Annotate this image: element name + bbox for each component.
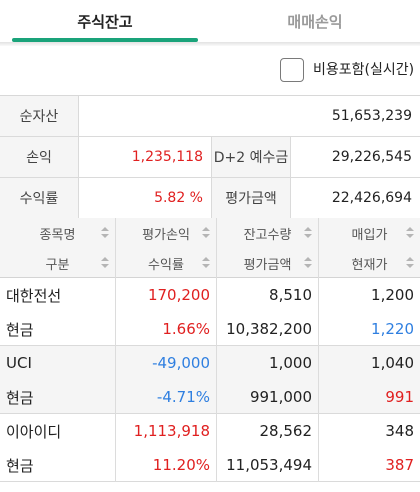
- header-return-rate-label: 수익률: [148, 257, 184, 273]
- header-eval-pnl[interactable]: 평가손익: [116, 218, 216, 248]
- return-label: 수익률: [0, 178, 78, 218]
- summary-row-pnl: 손익 1,235,118 D+2 예수금 29,226,545: [0, 137, 420, 178]
- sort-icon: [406, 257, 414, 269]
- account-summary: 순자산 51,653,239 손익 1,235,118 D+2 예수금 29,2…: [0, 96, 420, 219]
- header-quantity-label: 잔고수량: [243, 227, 292, 243]
- sort-icon: [304, 227, 312, 239]
- header-stock-name[interactable]: 종목명: [0, 218, 115, 248]
- stock-name: UCI: [6, 354, 32, 372]
- eval-pnl: 170,200: [147, 286, 210, 304]
- eval-amount: 11,053,494: [226, 456, 312, 474]
- include-cost-checkbox[interactable]: [280, 58, 304, 82]
- active-tab-indicator: [12, 38, 198, 42]
- header-buy-price-label: 매입가: [351, 227, 388, 243]
- pnl-label: 손익: [0, 137, 78, 177]
- deposit-value: 29,226,545: [331, 149, 412, 165]
- summary-row-net-assets: 순자산 51,653,239: [0, 96, 420, 137]
- net-assets-value: 51,653,239: [331, 108, 412, 124]
- header-eval-pnl-label: 평가손익: [142, 227, 190, 243]
- return-value: 5.82 %: [154, 190, 203, 206]
- net-assets-label: 순자산: [0, 96, 78, 136]
- account-type: 현금: [6, 388, 34, 407]
- header-eval-amount-label: 평가금액: [243, 257, 292, 273]
- include-cost-label[interactable]: 비용포함(실시간): [313, 62, 415, 78]
- quantity: 1,000: [269, 354, 312, 372]
- eval-amount-label: 평가금액: [212, 178, 290, 218]
- account-type: 현금: [6, 320, 34, 339]
- eval-pnl: 1,113,918: [133, 422, 210, 440]
- buy-price: 1,200: [371, 286, 414, 304]
- sort-icon: [406, 227, 414, 239]
- tab-bar: 주식잔고 매매손익: [0, 0, 420, 42]
- tab-divider: [0, 42, 420, 46]
- header-stock-name-label: 종목명: [39, 227, 76, 243]
- stock-name: 이아이디: [6, 422, 62, 441]
- holdings-list: 대한전선 170,200 8,510 1,200 현금 1.66% 10,382…: [0, 278, 420, 482]
- pnl-value: 1,235,118: [131, 149, 203, 165]
- buy-price: 348: [385, 422, 414, 440]
- eval-amount: 10,382,200: [226, 320, 312, 338]
- summary-row-return: 수익률 5.82 % 평가금액 22,426,694: [0, 178, 420, 219]
- current-price: 991: [385, 388, 414, 406]
- holding-row[interactable]: 대한전선 170,200 8,510 1,200 현금 1.66% 10,382…: [0, 278, 420, 346]
- current-price: 387: [385, 456, 414, 474]
- header-type[interactable]: 구분: [0, 248, 115, 278]
- header-quantity[interactable]: 잔고수량: [217, 218, 318, 248]
- tab-stock-balance[interactable]: 주식잔고: [77, 12, 133, 31]
- holding-row[interactable]: UCI -49,000 1,000 1,040 현금 -4.71% 991,00…: [0, 346, 420, 414]
- tab-trade-pnl[interactable]: 매매손익: [287, 12, 343, 31]
- deposit-label: D+2 예수금: [212, 137, 290, 177]
- header-return-rate[interactable]: 수익률: [116, 248, 216, 278]
- return-rate: -4.71%: [156, 388, 210, 406]
- header-current-price[interactable]: 현재가: [319, 248, 420, 278]
- header-current-price-label: 현재가: [351, 257, 388, 273]
- sort-icon: [101, 227, 109, 239]
- eval-amount: 991,000: [249, 388, 312, 406]
- holdings-grid-header: 종목명 평가손익 잔고수량 매입가 구분 수익률 평가금액 현재가: [0, 218, 420, 278]
- cost-toggle-row: 비용포함(실시간): [0, 46, 420, 96]
- account-type: 현금: [6, 456, 34, 475]
- header-eval-amount[interactable]: 평가금액: [217, 248, 318, 278]
- quantity: 28,562: [259, 422, 313, 440]
- eval-pnl: -49,000: [152, 354, 210, 372]
- return-rate: 11.20%: [152, 456, 210, 474]
- return-rate: 1.66%: [162, 320, 210, 338]
- sort-icon: [304, 257, 312, 269]
- sort-icon: [202, 257, 210, 269]
- buy-price: 1,040: [371, 354, 414, 372]
- sort-icon: [101, 257, 109, 269]
- sort-icon: [202, 227, 210, 239]
- eval-amount-value: 22,426,694: [331, 190, 412, 206]
- header-type-label: 구분: [45, 257, 70, 273]
- quantity: 8,510: [269, 286, 312, 304]
- stock-name: 대한전선: [6, 286, 62, 305]
- holding-row[interactable]: 이아이디 1,113,918 28,562 348 현금 11.20% 11,0…: [0, 414, 420, 482]
- header-buy-price[interactable]: 매입가: [319, 218, 420, 248]
- current-price: 1,220: [371, 320, 414, 338]
